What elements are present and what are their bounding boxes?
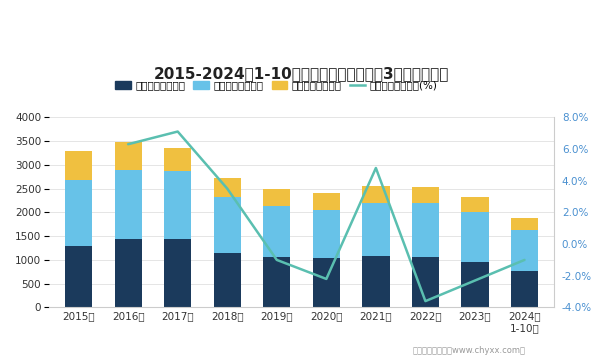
Bar (214, 178, 241, 197)
Bar (362, 186, 390, 203)
Bar (313, 193, 340, 210)
Bar (511, 271, 538, 307)
Bar (461, 197, 489, 212)
Bar (362, 203, 390, 256)
Bar (164, 171, 191, 238)
销售费用累计增长(%) (372, 166, 379, 170)
Bar (214, 253, 241, 307)
Bar (263, 206, 290, 257)
销售费用累计增长(%) (223, 186, 231, 191)
Line: 销售费用累计增长(%): 销售费用累计增长(%) (128, 131, 524, 301)
销售费用累计增长(%) (124, 142, 132, 146)
销售费用累计增长(%) (273, 258, 280, 262)
Title: 2015-2024年1-10月农副食品加工业企业3类费用统计图: 2015-2024年1-10月农副食品加工业企业3类费用统计图 (154, 66, 449, 81)
Bar (263, 257, 290, 307)
销售费用累计增长(%) (174, 129, 181, 134)
Bar (461, 262, 489, 307)
Bar (412, 257, 439, 307)
Bar (263, 189, 290, 206)
Bar (313, 258, 340, 307)
Bar (412, 203, 439, 257)
Bar (412, 187, 439, 203)
Bar (115, 141, 142, 170)
Legend: 销售费用（亿元）, 管理费用（亿元）, 财务费用（亿元）, 销售费用累计增长(%): 销售费用（亿元）, 管理费用（亿元）, 财务费用（亿元）, 销售费用累计增长(%… (115, 81, 437, 90)
Bar (65, 180, 92, 246)
Bar (164, 148, 191, 171)
Bar (65, 246, 92, 307)
Bar (164, 238, 191, 307)
销售费用累计增长(%) (323, 277, 330, 281)
Bar (115, 238, 142, 307)
Text: 制图：智研咨询（www.chyxx.com）: 制图：智研咨询（www.chyxx.com） (413, 346, 526, 355)
销售费用累计增长(%) (422, 299, 429, 303)
Bar (313, 210, 340, 258)
销售费用累计增长(%) (471, 278, 478, 283)
Bar (461, 212, 489, 262)
Bar (362, 256, 390, 307)
Bar (65, 151, 92, 180)
Bar (115, 170, 142, 238)
Bar (214, 197, 241, 253)
Bar (511, 218, 538, 230)
销售费用累计增长(%) (521, 258, 528, 262)
Bar (511, 230, 538, 271)
